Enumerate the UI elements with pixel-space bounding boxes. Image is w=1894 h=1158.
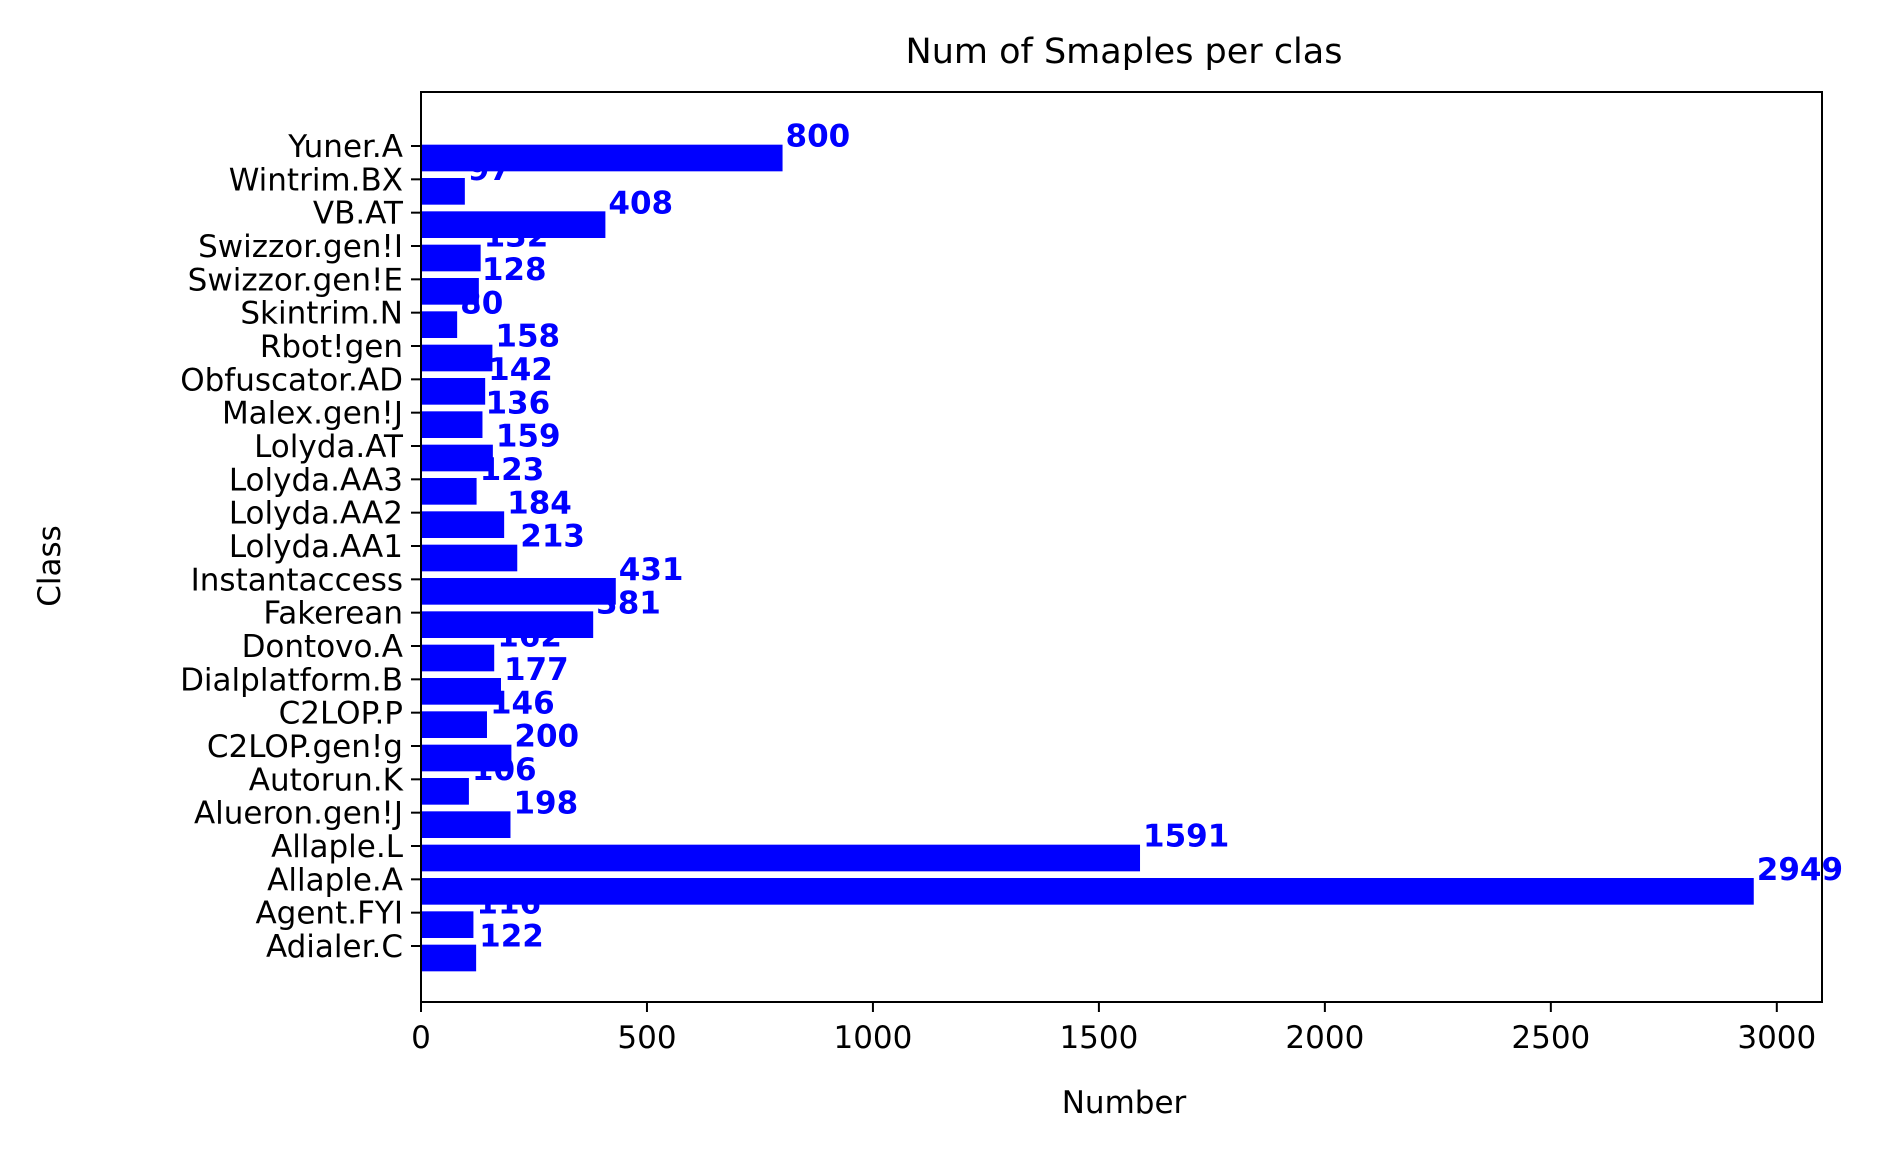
y-tick-label: Lolyda.AT: [254, 429, 404, 465]
y-tick-label: Allaple.A: [267, 862, 403, 898]
y-tick-label: Allaple.L: [271, 829, 404, 865]
bar-value-label: 381: [596, 585, 661, 621]
bar-value-label: 142: [488, 352, 553, 388]
bar: [421, 278, 479, 305]
bar: [421, 344, 493, 372]
y-tick-label: Obfuscator.AD: [180, 362, 403, 398]
bar-value-label: 146: [490, 685, 555, 721]
bar: [421, 911, 474, 938]
x-tick-label: 3000: [1737, 1020, 1816, 1056]
y-tick-label: Swizzor.gen!E: [188, 262, 403, 298]
y-tick-label: C2LOP.gen!g: [207, 729, 403, 765]
bar-value-label: 116: [476, 885, 541, 921]
bar-value-label: 123: [480, 452, 545, 488]
bar-value-label: 800: [786, 119, 851, 155]
y-tick-label: VB.AT: [313, 196, 404, 232]
bar-value-label: 97: [468, 152, 511, 188]
y-tick-label: Rbot!gen: [260, 329, 403, 365]
x-axis-label: Number: [1062, 1085, 1187, 1121]
y-tick-label: Dialplatform.B: [180, 662, 403, 698]
bar: [421, 378, 486, 405]
x-tick-label: 500: [617, 1020, 676, 1056]
bar: [421, 144, 783, 172]
bar-value-label: 158: [495, 319, 560, 355]
bar: [421, 444, 493, 472]
bar: [421, 544, 518, 572]
y-tick-label: Autorun.K: [249, 762, 404, 798]
y-tick-label: Instantaccess: [191, 562, 403, 598]
chart-title: Num of Smaples per clas: [906, 32, 1343, 72]
y-tick-label: Swizzor.gen!I: [198, 229, 403, 265]
y-tick-label: C2LOP.P: [279, 696, 403, 732]
plot-area-frame: [420, 91, 1823, 1003]
bar: [421, 711, 487, 738]
bar-value-label: 177: [504, 652, 569, 688]
x-tick-label: 2000: [1285, 1020, 1364, 1056]
bar: [421, 511, 505, 538]
x-tick-label: 2500: [1511, 1020, 1590, 1056]
y-tick-label: Yuner.A: [287, 129, 403, 165]
x-tick-label: 1500: [1059, 1020, 1138, 1056]
y-tick-label: Malex.gen!J: [222, 396, 403, 432]
bar: [421, 178, 465, 205]
y-axis-label: Class: [32, 525, 68, 607]
bar: [421, 244, 481, 272]
bars-layer: [421, 144, 1754, 972]
bar-value-label: 200: [514, 719, 579, 755]
y-tick-label: Fakerean: [263, 596, 403, 632]
bar: [421, 844, 1141, 872]
bar: [421, 778, 469, 805]
bar: [421, 478, 477, 505]
y-tick-label: Adialer.C: [266, 929, 403, 965]
bar: [421, 944, 477, 972]
bar-value-label: 213: [520, 519, 585, 555]
bar-value-label: 122: [479, 919, 544, 955]
bar: [421, 644, 495, 672]
bar: [421, 611, 594, 638]
y-tick-label: Alueron.gen!J: [194, 796, 403, 832]
ticks-layer: 0 500 1000 1500 2000 2500 3000 Adialer.CAgent.F…: [180, 129, 1816, 1056]
bar-value-label: 431: [619, 552, 684, 588]
bar-value-label: 132: [484, 219, 549, 255]
bar-value-label: 80: [460, 285, 503, 321]
bar-value-label: 106: [472, 752, 537, 788]
y-tick-label: Skintrim.N: [240, 296, 403, 332]
y-tick-label: Agent.FYI: [255, 896, 403, 932]
bar: [421, 678, 501, 705]
y-tick-label: Wintrim.BX: [229, 162, 403, 198]
bar: [421, 411, 483, 438]
bar-value-label: 1591: [1143, 819, 1229, 855]
bar-value-label: 198: [513, 785, 578, 821]
y-tick-label: Lolyda.AA2: [229, 496, 403, 532]
y-tick-label: Dontovo.A: [242, 629, 403, 665]
bar-value-label: 2949: [1757, 852, 1843, 888]
bar: [421, 811, 511, 838]
bar-value-label: 184: [507, 485, 572, 521]
bar-value-label: 159: [496, 419, 561, 455]
bar-value-label: 162: [497, 619, 562, 655]
bar: [421, 578, 616, 605]
bar: [421, 744, 512, 772]
bar: [421, 878, 1754, 905]
x-tick-label: 1000: [833, 1020, 912, 1056]
bar-value-label: 128: [482, 252, 547, 288]
bar-value-label: 136: [485, 385, 550, 421]
y-tick-label: Lolyda.AA3: [229, 462, 403, 498]
x-tick-label: 0: [411, 1020, 431, 1056]
bar: [421, 311, 458, 338]
y-tick-label: Lolyda.AA1: [229, 529, 403, 565]
bar-value-label: 408: [608, 185, 673, 221]
bar: [421, 211, 606, 238]
